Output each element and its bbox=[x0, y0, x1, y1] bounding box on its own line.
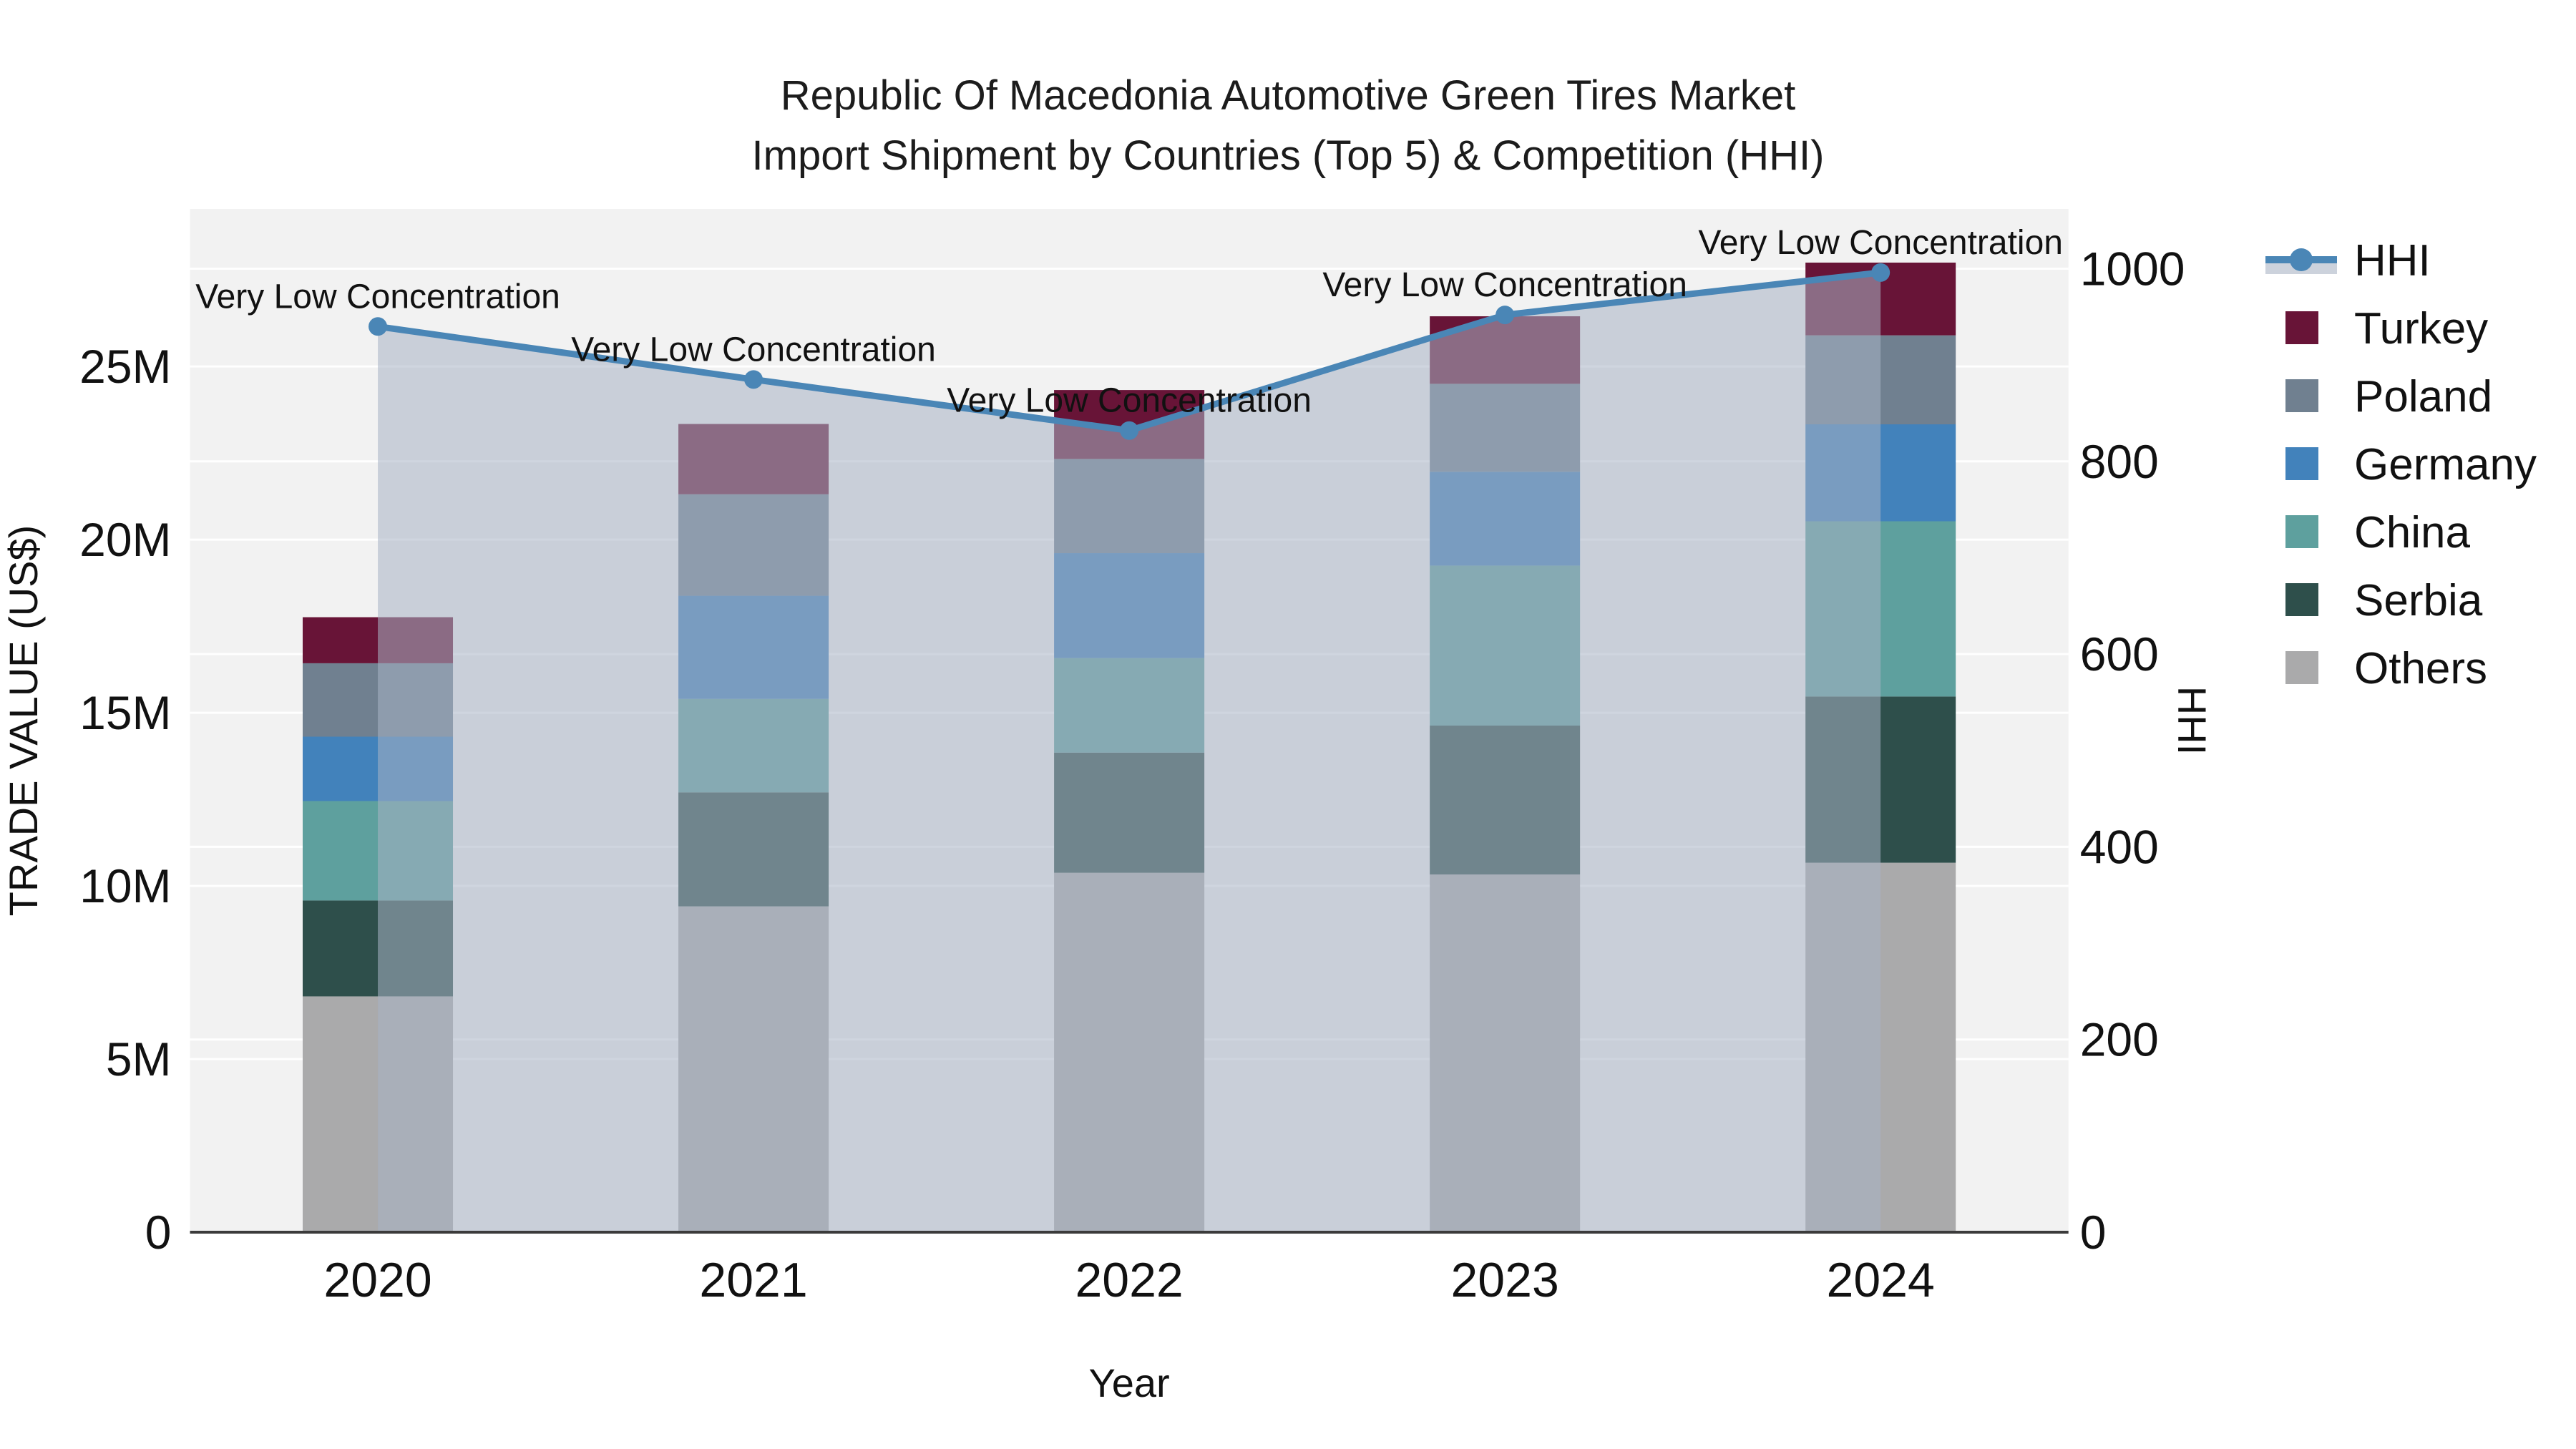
annotation-2024: Very Low Concentration bbox=[1698, 224, 2063, 262]
legend-swatch-serbia bbox=[2285, 583, 2318, 616]
legend-item-hhi[interactable]: HHI bbox=[2265, 236, 2431, 286]
right-tick-label: 200 bbox=[2080, 1013, 2159, 1066]
annotation-2021: Very Low Concentration bbox=[571, 331, 936, 369]
legend-swatch-others bbox=[2285, 651, 2318, 684]
left-tick-label: 5M bbox=[106, 1033, 172, 1085]
legend-item-others[interactable]: Others bbox=[2285, 644, 2487, 693]
chart-title-line2: Import Shipment by Countries (Top 5) & C… bbox=[751, 132, 1825, 179]
hhi-point-2020[interactable] bbox=[369, 317, 388, 336]
hhi-area-fill bbox=[378, 272, 1881, 1232]
chart-title-line1: Republic Of Macedonia Automotive Green T… bbox=[780, 72, 1796, 119]
legend-label-turkey: Turkey bbox=[2354, 304, 2488, 353]
right-axis-title: HHI bbox=[2170, 686, 2215, 755]
right-tick-label: 400 bbox=[2080, 820, 2159, 873]
legend-swatch-turkey bbox=[2285, 311, 2318, 344]
hhi-point-2023[interactable] bbox=[1496, 306, 1515, 325]
legend-label-germany: Germany bbox=[2354, 440, 2537, 489]
legend-item-germany[interactable]: Germany bbox=[2285, 440, 2537, 489]
x-tick-label-2020: 2020 bbox=[323, 1253, 431, 1307]
legend-swatch-germany bbox=[2285, 447, 2318, 480]
x-axis-title: Year bbox=[1089, 1360, 1170, 1405]
x-tick-label-2021: 2021 bbox=[699, 1253, 807, 1307]
legend-label-poland: Poland bbox=[2354, 372, 2492, 421]
left-tick-label: 20M bbox=[79, 513, 171, 566]
legend-item-china[interactable]: China bbox=[2285, 508, 2471, 557]
annotation-2020: Very Low Concentration bbox=[195, 278, 560, 316]
annotation-2022: Very Low Concentration bbox=[947, 382, 1312, 420]
left-tick-label: 10M bbox=[79, 859, 171, 912]
hhi-point-2022[interactable] bbox=[1120, 421, 1139, 440]
legend-swatch-china bbox=[2285, 515, 2318, 548]
legend-label-serbia: Serbia bbox=[2354, 576, 2483, 625]
legend-label-others: Others bbox=[2354, 644, 2487, 693]
hhi-legend-marker-icon bbox=[2290, 248, 2313, 271]
legend-label-china: China bbox=[2354, 508, 2471, 557]
right-tick-label: 800 bbox=[2080, 435, 2159, 488]
right-tick-label: 600 bbox=[2080, 628, 2159, 680]
right-tick-label: 1000 bbox=[2080, 242, 2185, 295]
hhi-point-2024[interactable] bbox=[1871, 263, 1890, 282]
x-tick-label-2022: 2022 bbox=[1075, 1253, 1183, 1307]
annotation-2023: Very Low Concentration bbox=[1322, 266, 1687, 304]
left-axis-title: TRADE VALUE (US$) bbox=[1, 525, 46, 917]
left-tick-label: 0 bbox=[145, 1206, 172, 1259]
legend-label-hhi: HHI bbox=[2354, 236, 2431, 286]
left-tick-label: 15M bbox=[79, 686, 171, 739]
hhi-point-2021[interactable] bbox=[744, 370, 763, 389]
x-tick-label-2024: 2024 bbox=[1827, 1253, 1935, 1307]
right-tick-label: 0 bbox=[2080, 1206, 2107, 1259]
legend-swatch-poland bbox=[2285, 379, 2318, 412]
legend-item-poland[interactable]: Poland bbox=[2285, 372, 2492, 421]
x-tick-label-2023: 2023 bbox=[1450, 1253, 1558, 1307]
chart-title: Republic Of Macedonia Automotive Green T… bbox=[0, 66, 2576, 186]
legend-item-turkey[interactable]: Turkey bbox=[2285, 304, 2488, 353]
left-tick-label: 25M bbox=[79, 340, 171, 393]
legend-item-serbia[interactable]: Serbia bbox=[2285, 576, 2483, 625]
